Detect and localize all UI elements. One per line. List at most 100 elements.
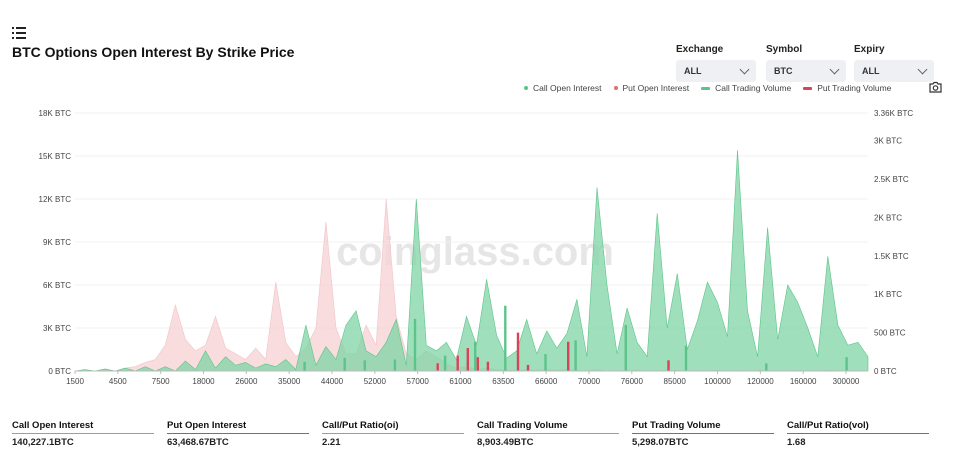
stat-label: Call Trading Volume: [477, 420, 568, 431]
call-volume-bar: [343, 357, 346, 371]
stat-call-volume: Call Trading Volume 8,903.49BTC: [477, 420, 632, 448]
y-right-tick-label: 2K BTC: [874, 213, 902, 222]
put-volume-bar: [567, 341, 570, 371]
symbol-value: BTC: [774, 66, 793, 76]
volume-bars: [303, 305, 848, 372]
exchange-select[interactable]: ALL: [676, 60, 756, 82]
put-volume-bar: [486, 361, 490, 371]
y-right-tick-label: 2.5K BTC: [874, 175, 909, 184]
axes: 0 BTC 3K BTC 6K BTC 9K BTC 12K BTC 15K BTC 18K…: [39, 109, 914, 386]
list-menu-icon[interactable]: [12, 27, 26, 39]
x-tick-label: 160000: [790, 377, 817, 386]
call-volume-bar: [474, 341, 477, 371]
stat-put-volume: Put Trading Volume 5,298.07BTC: [632, 420, 787, 448]
legend-marker: [803, 86, 813, 90]
x-tick-label: 100000: [704, 377, 731, 386]
legend-label: Call Open Interest: [533, 83, 602, 93]
y-left-tick-label: 0 BTC: [48, 367, 71, 376]
call-volume-bar: [544, 354, 547, 371]
y-right-tick-label: 0 BTC: [874, 367, 897, 376]
expiry-select[interactable]: ALL: [854, 60, 934, 82]
symbol-label: Symbol: [766, 44, 803, 55]
stat-underline: [477, 433, 619, 434]
x-tick-label: 44000: [321, 377, 344, 386]
camera-icon[interactable]: [929, 81, 942, 93]
call-volume-bar: [413, 318, 417, 371]
exchange-label: Exchange: [676, 44, 724, 55]
y-right-tick-label: 3.36K BTC: [874, 109, 913, 118]
stat-put-oi: Put Open Interest 63,468.67BTC: [167, 420, 322, 448]
stat-underline: [12, 433, 154, 434]
call-volume-bar: [504, 305, 507, 371]
put-volume-bar: [516, 332, 520, 371]
call-volume-bar: [845, 357, 848, 371]
legend-label: Put Trading Volume: [817, 83, 892, 93]
expiry-filter: Expiry ALL: [854, 44, 934, 82]
stat-label: Call Open Interest: [12, 420, 94, 431]
stat-value: 1.68: [787, 437, 806, 448]
x-tick-label: 66000: [535, 377, 558, 386]
put-volume-bar: [456, 355, 459, 371]
legend-call-volume[interactable]: Call Trading Volume: [701, 83, 791, 93]
y-right-tick-label: 1K BTC: [874, 290, 902, 299]
legend-label: Call Trading Volume: [715, 83, 792, 93]
exchange-value: ALL: [684, 66, 702, 76]
y-left-tick-label: 6K BTC: [43, 281, 71, 290]
stat-value: 63,468.67BTC: [167, 437, 229, 448]
y-left-tick-label: 15K BTC: [39, 152, 72, 161]
x-tick-label: 35000: [278, 377, 301, 386]
chart-legend: Call Open Interest Put Open Interest Cal…: [524, 83, 891, 93]
exchange-filter: Exchange ALL: [676, 44, 756, 82]
stat-underline: [787, 433, 929, 434]
call-volume-bar: [303, 361, 306, 371]
put-volume-bar: [667, 360, 670, 372]
stat-value: 140,227.1BTC: [12, 437, 74, 448]
summary-stats: Call Open Interest 140,227.1BTC Put Open…: [12, 420, 942, 448]
y-right-tick-label: 1.5K BTC: [874, 252, 909, 261]
stat-underline: [322, 433, 464, 434]
stat-label: Call/Put Ratio(vol): [787, 420, 869, 431]
call-volume-bar: [574, 340, 577, 371]
call-volume-bar: [624, 324, 627, 371]
x-tick-label: 4500: [109, 377, 127, 386]
x-tick-label: 61000: [449, 377, 472, 386]
stat-call-oi: Call Open Interest 140,227.1BTC: [12, 420, 167, 448]
x-tick-label: 76000: [621, 377, 644, 386]
x-tick-label: 1500: [66, 377, 84, 386]
call-volume-bar: [443, 355, 447, 371]
stat-underline: [167, 433, 309, 434]
y-right-tick-label: 3K BTC: [874, 137, 902, 146]
call-volume-bar: [363, 360, 366, 372]
x-tick-label: 300000: [833, 377, 860, 386]
put-volume-bar: [526, 364, 530, 371]
call-volume-bar: [684, 345, 688, 371]
x-tick-label: 57000: [407, 377, 430, 386]
expiry-value: ALL: [862, 66, 880, 76]
stat-label: Put Trading Volume: [632, 420, 721, 431]
y-left-tick-label: 9K BTC: [43, 238, 71, 247]
stat-ratio-oi: Call/Put Ratio(oi) 2.21: [322, 420, 477, 448]
page-title: BTC Options Open Interest By Strike Pric…: [12, 44, 295, 60]
legend-marker: [613, 86, 618, 90]
stat-value: 2.21: [322, 437, 341, 448]
legend-marker: [524, 86, 528, 90]
legend-put-oi[interactable]: Put Open Interest: [613, 83, 690, 93]
legend-marker: [701, 86, 711, 90]
legend-call-oi[interactable]: Call Open Interest: [524, 83, 602, 93]
stat-label: Call/Put Ratio(oi): [322, 420, 399, 431]
legend-put-volume[interactable]: Put Trading Volume: [803, 83, 891, 93]
put-volume-bar: [436, 363, 439, 371]
put-volume-bar: [466, 348, 469, 371]
x-tick-label: 85000: [664, 377, 687, 386]
expiry-label: Expiry: [854, 44, 885, 55]
x-tick-label: 63500: [492, 377, 515, 386]
symbol-filter: Symbol BTC: [766, 44, 846, 82]
x-tick-label: 52000: [364, 377, 387, 386]
x-tick-label: 70000: [578, 377, 601, 386]
symbol-select[interactable]: BTC: [766, 60, 846, 82]
x-tick-label: 18000: [192, 377, 215, 386]
legend-label: Put Open Interest: [622, 83, 690, 93]
x-tick-label: 26000: [235, 377, 258, 386]
x-tick-label: 7500: [152, 377, 170, 386]
